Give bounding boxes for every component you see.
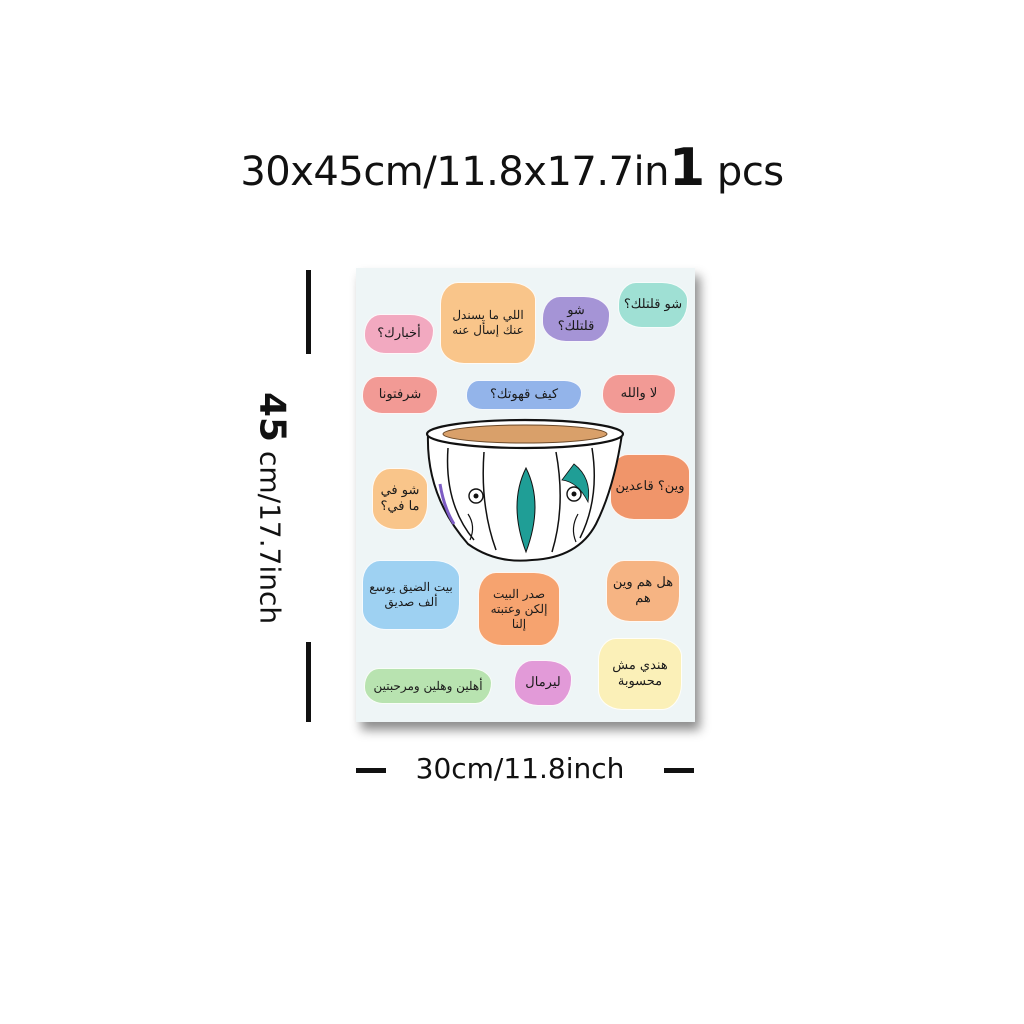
cup-stripe: [482, 451, 497, 551]
teal-leaf: [516, 466, 536, 554]
height-unit: cm/17.7inch: [253, 451, 287, 625]
phrase-text: هندي مش محسوبة: [612, 657, 668, 689]
phrase-bubble: ليرمال: [514, 660, 572, 706]
phrase-bubble: شو قلتلك؟: [542, 296, 610, 342]
phrase-text: شو في ما في؟: [380, 482, 420, 514]
poster-frame: أخبارك؟ اللي ما يسندل عنك إسأل عنه شو قل…: [356, 268, 695, 722]
flower: [571, 491, 577, 497]
phrase-bubble: هل هم وين هم: [606, 560, 680, 622]
height-label: 45 cm/17.7inch: [251, 392, 293, 624]
phrase-bubble: بيت الضيق يوسع ألف صديق: [362, 560, 460, 630]
height-number: 45: [251, 392, 293, 443]
phrase-text: شو قلتلك؟: [557, 302, 595, 334]
phrase-text: لا والله: [620, 385, 658, 401]
phrase-text: شرفتونا: [378, 386, 422, 402]
phrase-text: اللي ما يسندل عنك إسأل عنه: [452, 308, 524, 337]
phrase-text: كيف قهوتك؟: [489, 386, 559, 402]
quantity-unit: pcs: [716, 149, 784, 195]
phrase-text: وين؟ قاعدين: [615, 478, 685, 494]
quantity-number: 1: [669, 138, 705, 198]
phrase-bubble: صدر البيت إلكن وعتبته إلنا: [478, 572, 560, 646]
flower: [468, 488, 484, 504]
size-text: 30x45cm/11.8x17.7in: [240, 149, 670, 195]
poster-canvas: أخبارك؟ اللي ما يسندل عنك إسأل عنه شو قل…: [356, 268, 695, 722]
flower: [566, 486, 582, 502]
coffee-cup-illustration: [425, 418, 625, 562]
phrase-bubble: كيف قهوتك؟: [466, 380, 582, 410]
coffee-surface: [442, 424, 608, 444]
purple-accent: [438, 483, 456, 525]
phrase-bubble: وين؟ قاعدين: [610, 454, 690, 520]
height-line-bottom: [306, 642, 311, 722]
phrase-bubble: اللي ما يسندل عنك إسأل عنه: [440, 282, 536, 364]
cup-stripe: [551, 451, 561, 553]
phrase-bubble: لا والله: [602, 374, 676, 414]
size-headline: 30x45cm/11.8x17.7in1 pcs: [0, 138, 1024, 198]
width-line-right: [664, 768, 694, 773]
cup-stripe: [446, 447, 475, 541]
phrase-bubble: أهلين وهلين ومرحبتين: [364, 668, 492, 704]
vine: [572, 513, 579, 543]
width-line-left: [356, 768, 386, 773]
phrase-text: ليرمال: [525, 674, 561, 690]
phrase-text: أهلين وهلين ومرحبتين: [373, 678, 483, 693]
phrase-bubble: أخبارك؟: [364, 314, 434, 354]
cup-stripe: [579, 447, 596, 539]
phrase-bubble: شو قلتلك؟: [618, 282, 688, 328]
phrase-text: هل هم وين هم: [612, 574, 674, 606]
phrase-text: شو قلتلك؟: [623, 296, 683, 312]
teal-accent: [561, 463, 590, 504]
phrase-bubble: شو في ما في؟: [372, 468, 428, 530]
phrase-text: بيت الضيق يوسع ألف صديق: [369, 580, 453, 609]
flower: [473, 493, 479, 499]
width-label: 30cm/11.8inch: [415, 752, 625, 785]
phrase-bubble: هندي مش محسوبة: [598, 638, 682, 710]
phrase-bubble: شرفتونا: [362, 376, 438, 414]
phrase-text: صدر البيت إلكن وعتبته إلنا: [490, 586, 548, 631]
height-line-top: [306, 270, 311, 354]
vine: [467, 513, 474, 541]
phrase-text: أخبارك؟: [377, 325, 421, 341]
